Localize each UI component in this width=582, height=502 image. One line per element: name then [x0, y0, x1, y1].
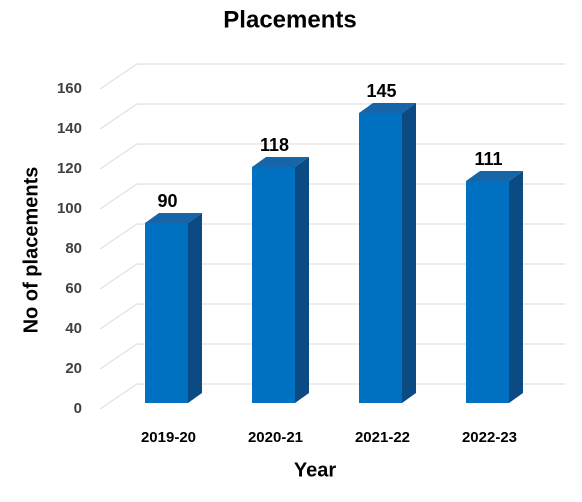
y-tick-label: 60 [65, 280, 82, 297]
bar-side [188, 213, 202, 403]
grid-line [99, 183, 138, 210]
value-label: 145 [366, 81, 396, 101]
y-tick-label: 160 [57, 80, 82, 97]
grid-line [99, 223, 138, 250]
value-label: 90 [157, 191, 177, 211]
grid-line [99, 383, 138, 410]
grid-line [99, 63, 138, 90]
bar-side [509, 171, 523, 403]
bar [359, 113, 402, 403]
grid-line [99, 143, 138, 170]
y-tick-label: 120 [57, 160, 82, 177]
x-tick-label: 2021-22 [355, 429, 410, 446]
y-tick-label: 40 [65, 320, 82, 337]
bar-top [252, 157, 309, 167]
x-tick-label: 2019-20 [141, 429, 196, 446]
bar [145, 223, 188, 403]
y-tick-label: 20 [65, 360, 82, 377]
y-tick-label: 80 [65, 240, 82, 257]
value-label: 118 [260, 135, 289, 155]
bar-top [145, 213, 202, 223]
grid-line [99, 343, 138, 370]
grid-line [99, 103, 138, 130]
chart-title: Placements [223, 6, 356, 33]
bar [466, 181, 509, 403]
x-tick-label: 2020-21 [248, 429, 303, 446]
grid-line [99, 263, 138, 290]
bar-top [359, 103, 416, 113]
x-tick-label: 2022-23 [462, 429, 517, 446]
bar-side [402, 103, 416, 403]
y-tick-label: 140 [57, 120, 82, 137]
y-tick-label: 0 [74, 400, 82, 417]
bar-top [466, 171, 523, 181]
x-axis-label: Year [294, 459, 336, 481]
y-axis-label: No of placements [20, 167, 42, 334]
grid-line [99, 303, 138, 330]
y-tick-label: 100 [57, 200, 82, 217]
bar [252, 167, 295, 403]
value-label: 111 [474, 149, 502, 169]
bar-side [295, 157, 309, 403]
